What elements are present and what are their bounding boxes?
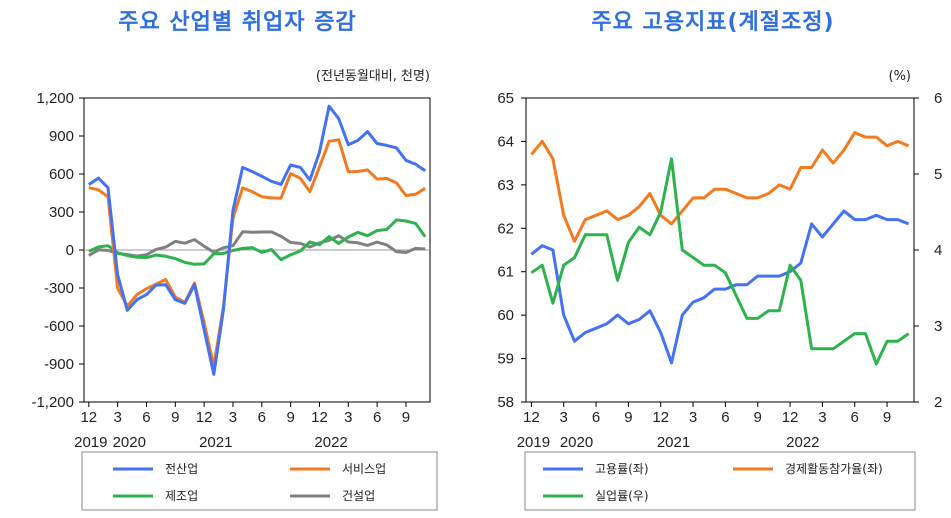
chart-panel-indicators: 주요 고용지표(계절조정) (%) 65 64 63 62 61 60 59 58 6 5 4 3 2 12… xyxy=(475,0,951,518)
x-tick-label: 12 xyxy=(196,409,213,426)
legend-box xyxy=(524,451,916,511)
plot-frame xyxy=(525,97,915,403)
series-line-1 xyxy=(88,138,426,368)
y-right-tick-label: 3 xyxy=(934,318,942,335)
y-tick-label: -1,200 xyxy=(31,394,74,411)
x-tick-label: 6 xyxy=(851,409,859,426)
series-line-1 xyxy=(530,131,910,243)
x-tick-label: 6 xyxy=(592,409,600,426)
x-tick-label: 12 xyxy=(652,409,669,426)
y-right-tick-label: 2 xyxy=(934,394,942,411)
x-tick-label: 12 xyxy=(782,409,799,426)
x-year-label: 2021 xyxy=(657,434,690,451)
y-tick-label: 600 xyxy=(49,166,74,183)
x-tick-label: 6 xyxy=(721,409,729,426)
y-tick-label: -300 xyxy=(44,280,74,297)
series-line-2 xyxy=(530,157,910,366)
x-tick-label: 9 xyxy=(883,409,891,426)
y-tick-label: 0 xyxy=(66,242,74,259)
legend-3-label: 건설업 xyxy=(342,489,375,503)
x-tick-label: 9 xyxy=(286,409,294,426)
x-tick-label: 12 xyxy=(80,409,97,426)
series-line-3 xyxy=(88,230,426,258)
legend-0-label: 고용률(좌) xyxy=(595,462,649,476)
legend-box xyxy=(81,451,438,511)
industry-employment-chart: (전년동월대비, 천명) 1,200 900 600 300 0 -300 -600 -900 -… xyxy=(31,69,438,511)
unit-label: (%) xyxy=(889,69,912,84)
x-year-label: 2019 xyxy=(517,434,550,451)
x-tick-label: 3 xyxy=(229,409,237,426)
y-left-tick-label: 60 xyxy=(497,307,514,324)
y-left-tick-label: 64 xyxy=(497,133,514,150)
x-tick-label: 3 xyxy=(344,409,352,426)
x-tick-label: 3 xyxy=(818,409,826,426)
x-tick-label: 3 xyxy=(689,409,697,426)
y-tick-label: -600 xyxy=(44,318,74,335)
y-left-tick-label: 58 xyxy=(497,394,514,411)
y-right-tick-label: 4 xyxy=(934,242,942,259)
x-tick-label: 9 xyxy=(402,409,410,426)
x-tick-label: 6 xyxy=(373,409,381,426)
x-year-label: 2022 xyxy=(314,434,347,451)
series-line-0 xyxy=(87,104,427,376)
y-tick-label: 300 xyxy=(49,204,74,221)
x-year-label: 2020 xyxy=(113,434,146,451)
x-year-label: 2020 xyxy=(560,434,593,451)
y-right-tick-label: 5 xyxy=(934,166,942,183)
series-line-2 xyxy=(88,218,427,266)
y-left-tick-label: 59 xyxy=(497,351,514,368)
x-tick-label: 9 xyxy=(171,409,179,426)
x-tick-label: 9 xyxy=(624,409,632,426)
x-year-label: 2021 xyxy=(199,434,232,451)
unit-label: (전년동월대비, 천명) xyxy=(316,69,430,84)
y-tick-label: 900 xyxy=(49,128,74,145)
legend-1-label: 경제활동참가율(좌) xyxy=(785,462,883,476)
chart-panel-industry: 주요 산업별 취업자 증감 (전년동월대비, 천명) 1,200 900 600 300… xyxy=(0,0,475,518)
x-tick-label: 12 xyxy=(523,409,540,426)
y-left-tick-label: 63 xyxy=(497,177,514,194)
y-left-tick-label: 61 xyxy=(497,264,514,281)
chart-title: 주요 고용지표(계절조정) xyxy=(591,10,835,35)
x-tick-label: 6 xyxy=(258,409,266,426)
legend-1-label: 서비스업 xyxy=(342,462,386,476)
legend-2-label: 제조업 xyxy=(165,489,198,503)
x-year-label: 2019 xyxy=(74,434,107,451)
y-tick-label: 1,200 xyxy=(36,90,74,107)
x-tick-label: 12 xyxy=(311,409,328,426)
chart-title: 주요 산업별 취업자 증감 xyxy=(118,10,357,35)
legend-2-label: 실업률(우) xyxy=(595,489,649,503)
legend-0-label: 전산업 xyxy=(165,462,198,476)
y-left-tick-label: 65 xyxy=(497,90,514,107)
x-tick-label: 6 xyxy=(142,409,150,426)
y-right-tick-label: 6 xyxy=(934,90,942,107)
x-year-label: 2022 xyxy=(786,434,819,451)
x-tick-label: 9 xyxy=(754,409,762,426)
y-left-tick-label: 62 xyxy=(497,220,514,237)
x-tick-label: 3 xyxy=(113,409,121,426)
y-tick-label: -900 xyxy=(44,356,74,373)
series-line-0 xyxy=(530,209,910,365)
x-tick-label: 3 xyxy=(560,409,568,426)
